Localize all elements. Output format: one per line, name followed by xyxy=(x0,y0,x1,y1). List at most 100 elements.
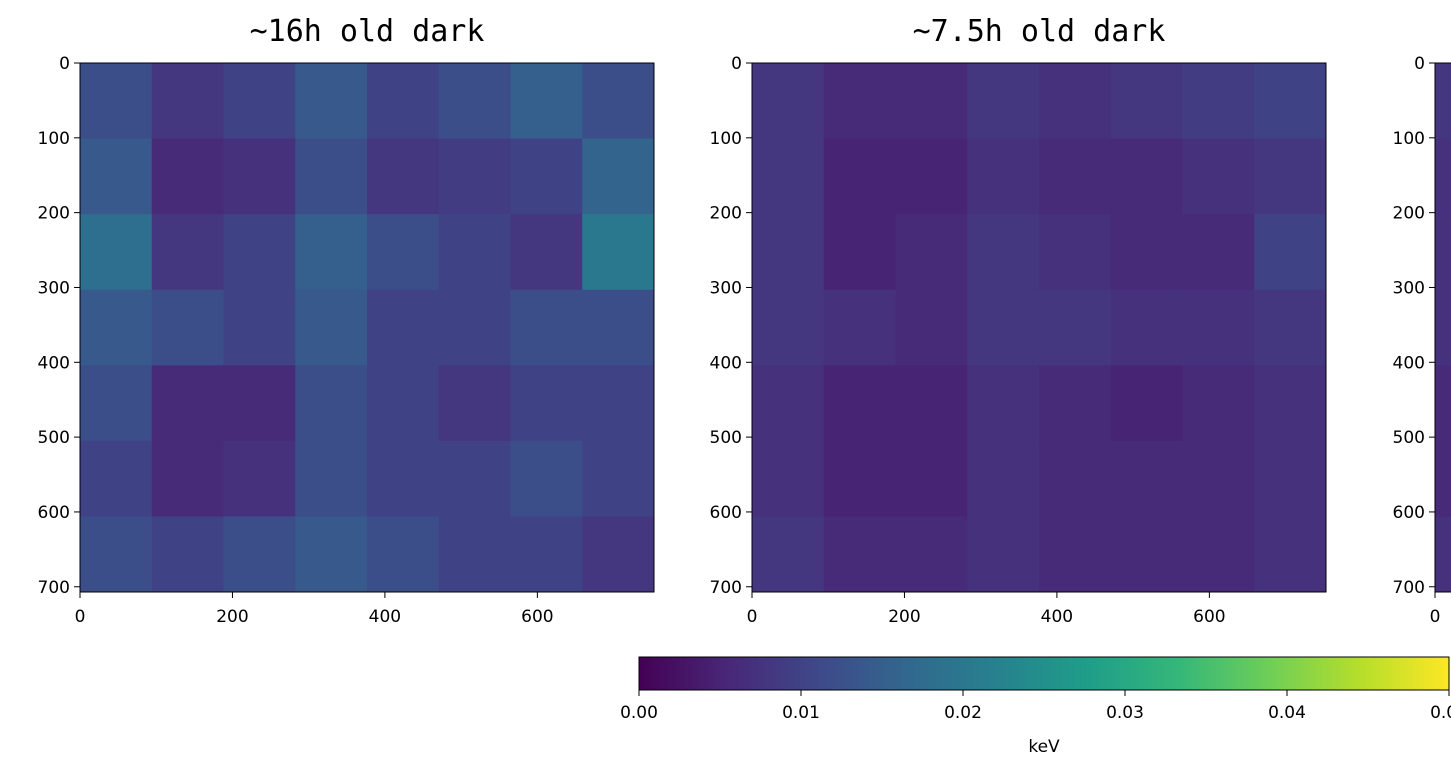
colorbar-tick-label: 0.04 xyxy=(1268,703,1306,723)
heatmap-cell xyxy=(510,440,583,517)
heatmap-cell xyxy=(895,365,968,442)
y-tick-label: 600 xyxy=(1393,503,1425,523)
heatmap-cell xyxy=(295,63,368,140)
heatmap-cell xyxy=(752,214,825,291)
colorbar-tick-label: 0.02 xyxy=(944,703,982,723)
colorbar-tick-label: 0.00 xyxy=(620,703,658,723)
heatmap-cell xyxy=(1254,214,1327,291)
y-tick-label: 300 xyxy=(710,278,742,298)
panel-title: ~7.5h old dark xyxy=(913,14,1166,49)
x-tick-label: 200 xyxy=(888,607,920,627)
heatmap-cell xyxy=(752,440,825,517)
heatmap-cell xyxy=(1182,138,1255,215)
heatmap-cell xyxy=(367,365,440,442)
heatmap-cell xyxy=(895,289,968,366)
heatmap-cell xyxy=(823,365,896,442)
heatmap-cell xyxy=(151,138,224,215)
x-tick-label: 400 xyxy=(369,607,401,627)
heatmap-cell xyxy=(1110,214,1183,291)
x-tick-label: 200 xyxy=(216,607,248,627)
heatmap-cell xyxy=(510,214,583,291)
heatmap-cell xyxy=(510,365,583,442)
heatmap-cell xyxy=(967,289,1040,366)
y-tick-label: 400 xyxy=(38,353,70,373)
heatmap-cell xyxy=(510,516,583,593)
heatmap-cell xyxy=(1039,289,1112,366)
heatmap-cell xyxy=(80,289,153,366)
heatmap-cell xyxy=(223,138,296,215)
heatmap-cell xyxy=(151,289,224,366)
x-tick-label: 600 xyxy=(521,607,553,627)
x-tick-label: 600 xyxy=(1193,607,1225,627)
x-tick-label: 400 xyxy=(1041,607,1073,627)
heatmap-cell xyxy=(1039,516,1112,593)
y-tick-label: 400 xyxy=(710,353,742,373)
heatmap-cell xyxy=(1039,138,1112,215)
y-tick-label: 600 xyxy=(710,503,742,523)
heatmap-cell xyxy=(967,214,1040,291)
heatmap-cell xyxy=(295,516,368,593)
heatmap-cell xyxy=(295,440,368,517)
heatmap-cell xyxy=(438,365,511,442)
heatmap-cell xyxy=(1110,440,1183,517)
heatmap-cell xyxy=(1435,214,1451,291)
heatmap-cell xyxy=(438,138,511,215)
heatmap-cell xyxy=(823,516,896,593)
y-tick-label: 100 xyxy=(1393,129,1425,149)
heatmap-cell xyxy=(80,63,153,140)
heatmap-cell xyxy=(367,63,440,140)
heatmap-cell xyxy=(1254,516,1327,593)
heatmap-cell xyxy=(1039,365,1112,442)
heatmap-cell xyxy=(582,289,655,366)
y-tick-label: 100 xyxy=(710,129,742,149)
heatmap-cell xyxy=(967,516,1040,593)
heatmap-cell xyxy=(223,214,296,291)
heatmap-cell xyxy=(1254,365,1327,442)
y-tick-label: 0 xyxy=(1414,54,1425,74)
heatmap-cell xyxy=(1435,63,1451,140)
heatmap-cell xyxy=(895,63,968,140)
axes-frame xyxy=(1434,62,1451,593)
heatmap-cell xyxy=(151,440,224,517)
heatmap-cell xyxy=(223,516,296,593)
y-tick-label: 200 xyxy=(38,204,70,224)
y-tick-label: 200 xyxy=(1393,204,1425,224)
y-tick-label: 500 xyxy=(710,428,742,448)
heatmap-cell xyxy=(223,63,296,140)
heatmap-cell xyxy=(895,440,968,517)
colorbar-label: keV xyxy=(1028,737,1060,757)
heatmap-cell xyxy=(823,214,896,291)
heatmap-cell xyxy=(895,138,968,215)
heatmap-cell xyxy=(1254,138,1327,215)
heatmap-cell xyxy=(823,63,896,140)
heatmap-cell xyxy=(1039,214,1112,291)
heatmap-cell xyxy=(823,440,896,517)
heatmap-cell xyxy=(438,516,511,593)
heatmap-cell xyxy=(151,63,224,140)
heatmap-cell xyxy=(1435,365,1451,442)
heatmap-cell xyxy=(1110,365,1183,442)
heatmap-cell xyxy=(367,138,440,215)
heatmap-cell xyxy=(223,440,296,517)
y-tick-label: 700 xyxy=(1393,578,1425,598)
x-tick-label: 0 xyxy=(747,607,758,627)
heatmap-cell xyxy=(582,63,655,140)
heatmap-cell xyxy=(895,214,968,291)
heatmap-cell xyxy=(367,440,440,517)
y-tick-label: 300 xyxy=(38,278,70,298)
heatmap-cell xyxy=(438,289,511,366)
heatmap-cell xyxy=(510,138,583,215)
y-tick-label: 700 xyxy=(710,578,742,598)
colorbar-tick-label: 0.05 xyxy=(1430,703,1451,723)
heatmap-cell xyxy=(80,138,153,215)
heatmap-cell xyxy=(582,365,655,442)
heatmap-cell xyxy=(1182,63,1255,140)
heatmap-cell xyxy=(752,63,825,140)
heatmap-cell xyxy=(1182,440,1255,517)
heatmap-cell xyxy=(1110,138,1183,215)
heatmap-cell xyxy=(752,289,825,366)
x-tick-label: 0 xyxy=(75,607,86,627)
heatmap-cell xyxy=(1254,440,1327,517)
heatmap-cell xyxy=(438,63,511,140)
